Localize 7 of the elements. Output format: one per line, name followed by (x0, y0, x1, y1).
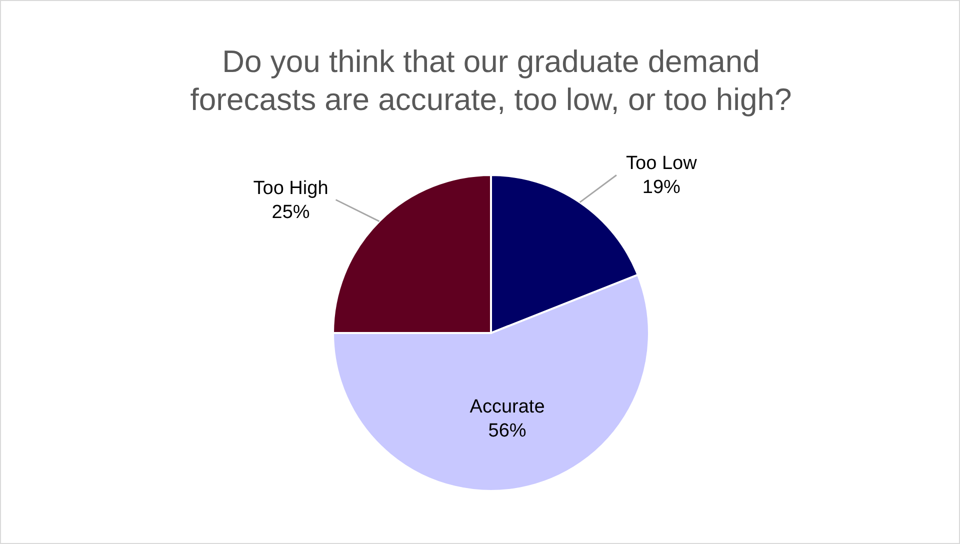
slice-label: Accurate (470, 396, 545, 418)
data-label: 19% (642, 177, 681, 198)
data-label: 56% (488, 420, 526, 442)
slice-label: Too Low (626, 153, 698, 174)
slice-label: Too High (253, 178, 328, 199)
data-label: 25% (272, 202, 310, 223)
chart-title: Do you think that our graduate demand forecasts are accurate, too low, or too high? (190, 44, 792, 117)
